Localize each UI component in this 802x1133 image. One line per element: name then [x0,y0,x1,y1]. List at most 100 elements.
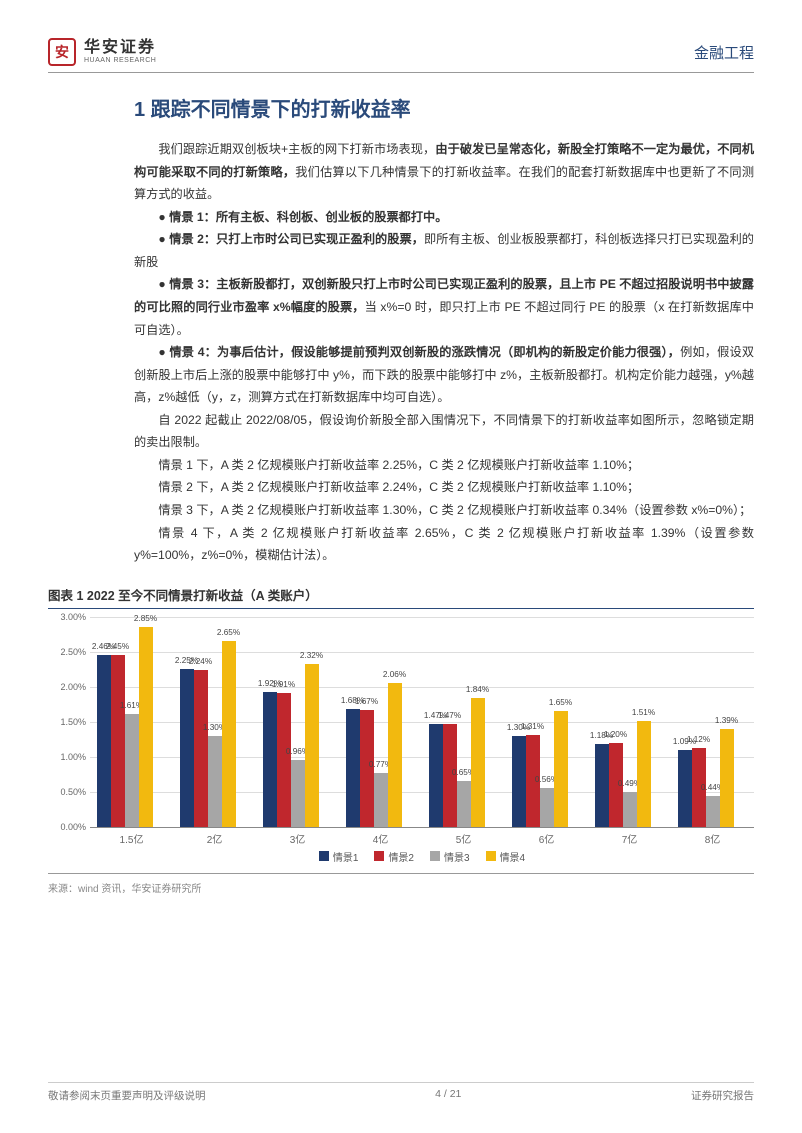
logo-en: HUAAN RESEARCH [84,57,156,65]
chart-bar: 0.56% [540,788,554,827]
chart-bar: 2.45% [111,655,125,827]
bar-value-label: 1.39% [715,716,738,725]
bar-group: 1.30%1.31%0.56%1.65% [512,617,582,827]
logo-cn: 华安证券 [84,39,156,57]
chart-bar: 1.84% [471,698,485,827]
p6: 情景 1 下，A 类 2 亿规模账户打新收益率 2.25%，C 类 2 亿规模账… [134,454,754,477]
y-tick-label: 1.50% [60,717,86,727]
grid-line [90,827,754,828]
page-header: 安 华安证券 HUAAN RESEARCH 金融工程 [48,38,754,73]
chart-container: 0.00%0.50%1.00%1.50%2.00%2.50%3.00% 2.46… [48,608,754,874]
bar-group: 1.92% 1.91% 0.96% 2.32% [263,617,333,827]
bar-value-label: 1.84% [466,685,489,694]
legend-swatch [319,851,329,861]
legend-label: 情景4 [500,849,526,864]
bar-value-label: 1.67% [355,697,378,706]
bar-value-label: 2.06% [383,670,406,679]
body-text: 我们跟踪近期双创板块+主板的网下打新市场表现，由于破发已呈常态化，新股全打策略不… [134,138,754,567]
x-tick-label: 4亿 [346,831,416,846]
bar-group: 1.18% 1.20% 0.49%1.51% [595,617,665,827]
y-tick-label: 3.00% [60,612,86,622]
chart-legend: 情景1 情景2 情景3 情景4 [90,849,754,864]
y-tick-label: 0.00% [60,822,86,832]
chart-bar: 1.51% [637,721,651,827]
chart-title: 图表 1 2022 至今不同情景打新收益（A 类账户） [48,585,754,604]
chart-bar: 2.46% [97,655,111,827]
legend-swatch [486,851,496,861]
chart-bar: 0.49% [623,792,637,826]
x-tick-label: 5亿 [429,831,499,846]
bar-value-label: 1.91% [272,680,295,689]
bar-group: 2.25%2.24%1.30%2.65% [180,617,250,827]
chart-bar: 1.65% [554,711,568,827]
legend-label: 情景2 [388,849,414,864]
bar-value-label: 1.12% [687,735,710,744]
chart-bar: 2.85% [139,627,153,827]
chart-bar: 1.39% [720,729,734,826]
p1a: 我们跟踪近期双创板块+主板的网下打新市场表现， [158,142,435,156]
chart-bar: 2.65% [222,641,236,827]
header-category: 金融工程 [694,42,754,63]
chart-bar: 1.09% [678,750,692,826]
legend-item: 情景3 [430,849,470,864]
x-tick-label: 6亿 [512,831,582,846]
bar-value-label: 1.65% [549,698,572,707]
x-tick-label: 7亿 [595,831,665,846]
chart-bar: 2.06% [388,683,402,827]
chart-bar: 1.30% [208,736,222,827]
chart-bar: 0.65% [457,781,471,827]
b4a: ● 情景 4：为事后估计，假设能够提前预判双创新股的涨跌情况（即机构的新股定价能… [158,345,680,359]
page-footer: 敬请参阅末页重要声明及评级说明 4 / 21 证券研究报告 [48,1088,754,1103]
chart-bar: 2.25% [180,669,194,827]
x-axis: 1.5亿 2亿 3亿 4亿 5亿 6亿 7亿 8亿 [90,831,754,846]
page-number: 4 / 21 [435,1088,461,1103]
x-tick-label: 2亿 [180,831,250,846]
chart-bar: 0.96% [291,760,305,827]
chart-bar: 1.92% [263,692,277,826]
bar-value-label: 1.20% [604,730,627,739]
legend-label: 情景1 [333,849,359,864]
p7: 情景 2 下，A 类 2 亿规模账户打新收益率 2.24%，C 类 2 亿规模账… [134,476,754,499]
chart-bar: 1.30% [512,736,526,827]
x-tick-label: 1.5亿 [97,831,167,846]
b2a: ● 情景 2：只打上市时公司已实现正盈利的股票， [158,232,424,246]
bar-value-label: 2.24% [189,657,212,666]
section-title: 1 跟踪不同情景下的打新收益率 [134,93,754,122]
bar-group: 1.09%1.12%0.44%1.39% [678,617,748,827]
legend-item: 情景4 [486,849,526,864]
bar-value-label: 2.85% [134,614,157,623]
bar-group: 2.46%2.45%1.61%2.85% [97,617,167,827]
p8: 情景 3 下，A 类 2 亿规模账户打新收益率 1.30%，C 类 2 亿规模账… [134,499,754,522]
y-tick-label: 0.50% [60,787,86,797]
chart-plot: 2.46%2.45%1.61%2.85%2.25%2.24%1.30%2.65%… [90,617,754,827]
footer-left: 敬请参阅末页重要声明及评级说明 [48,1088,206,1103]
bar-value-label: 2.32% [300,651,323,660]
bar-group: 1.68%1.67%0.77%2.06% [346,617,416,827]
bar-value-label: 2.45% [106,642,129,651]
bar-group: 1.47%1.47%0.65%1.84% [429,617,499,827]
bar-chart: 0.00%0.50%1.00%1.50%2.00%2.50%3.00% 2.46… [90,617,754,869]
chart-source: 来源：wind 资讯，华安证券研究所 [48,880,754,895]
bar-value-label: 1.31% [521,722,544,731]
chart-bar: 1.68% [346,709,360,827]
y-tick-label: 2.00% [60,682,86,692]
logo-mark: 安 [48,38,76,66]
footer-divider [48,1082,754,1083]
x-tick-label: 3亿 [263,831,333,846]
chart-bar: 0.77% [374,773,388,827]
chart-bar: 2.24% [194,670,208,827]
bar-value-label: 1.47% [438,711,461,720]
chart-bar: 1.61% [125,714,139,827]
legend-label: 情景3 [444,849,470,864]
chart-bar: 1.18% [595,744,609,827]
legend-item: 情景1 [319,849,359,864]
logo: 安 华安证券 HUAAN RESEARCH [48,38,156,66]
y-tick-label: 2.50% [60,647,86,657]
x-tick-label: 8亿 [678,831,748,846]
chart-bar: 0.44% [706,796,720,827]
chart-bar: 1.47% [429,724,443,827]
p9: 情景 4 下，A 类 2 亿规模账户打新收益率 2.65%，C 类 2 亿规模账… [134,522,754,567]
bar-value-label: 2.65% [217,628,240,637]
footer-right: 证券研究报告 [691,1088,754,1103]
legend-item: 情景2 [374,849,414,864]
